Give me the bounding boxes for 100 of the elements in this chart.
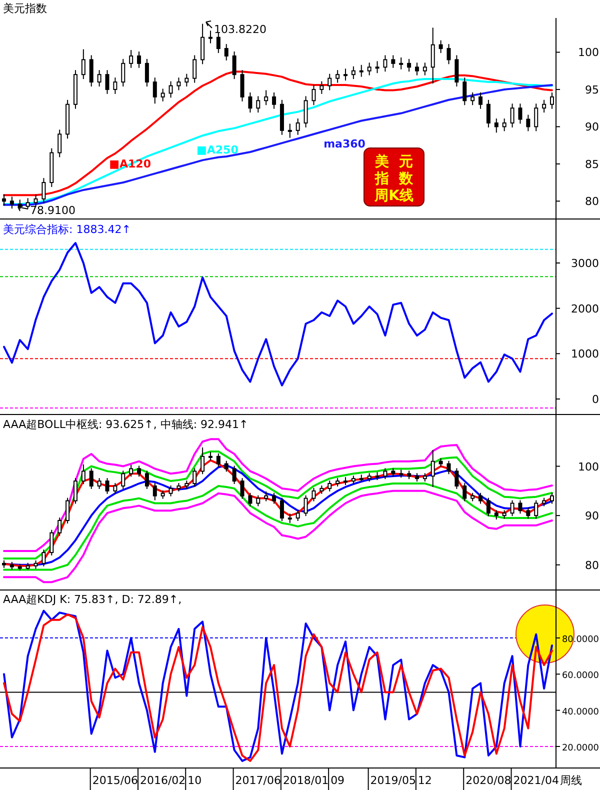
- candlestick: [312, 487, 316, 502]
- candlestick: [383, 468, 388, 480]
- candlestick: [256, 494, 260, 507]
- candlestick: [446, 44, 451, 65]
- candlestick: [438, 40, 443, 54]
- x-tick-label: 10: [188, 774, 202, 787]
- candlestick: [534, 500, 538, 520]
- series-label: ma360: [324, 137, 366, 150]
- candlestick: [113, 482, 118, 494]
- y-tick-label: 95: [585, 83, 599, 96]
- candlestick: [510, 500, 514, 517]
- candlestick: [296, 118, 300, 136]
- candlestick: [89, 54, 94, 87]
- candlestick: [304, 494, 308, 517]
- candlestick: [304, 96, 308, 128]
- line-series: [3, 490, 553, 584]
- line-series: [3, 242, 553, 386]
- candlestick: [176, 77, 181, 91]
- candlestick: [58, 517, 62, 536]
- x-tick-label: 12: [418, 774, 432, 787]
- y-tick-label: 90: [585, 120, 599, 134]
- candlestick: [192, 54, 197, 84]
- x-tick-label: 2015/06: [92, 774, 138, 787]
- candlestick: [526, 114, 530, 132]
- y-tick-label: 20.0000: [562, 743, 600, 754]
- y-tick-label: 90: [585, 510, 599, 523]
- x-tick-label: 2016/02: [140, 774, 186, 787]
- candlestick: [42, 178, 46, 204]
- candlestick: [224, 460, 228, 472]
- candlestick: [399, 56, 404, 70]
- candlestick: [336, 70, 340, 84]
- candlestick: [407, 58, 412, 72]
- candlestick: [414, 62, 419, 76]
- candlestick: [518, 500, 522, 514]
- candlestick: [264, 90, 268, 106]
- candlestick: [526, 507, 530, 520]
- candlestick: [534, 103, 538, 132]
- candlestick: [486, 99, 490, 128]
- candlestick: [121, 470, 126, 490]
- candlestick: [10, 196, 14, 210]
- candlestick: [430, 449, 435, 488]
- x-tick-label: 2019/05: [370, 774, 416, 787]
- candlestick: [168, 484, 173, 497]
- candlestick: [113, 77, 118, 94]
- candlestick: [81, 464, 86, 485]
- x-tick-label: 2020/08: [466, 774, 512, 787]
- candlestick: [97, 70, 102, 87]
- candlestick: [168, 80, 173, 98]
- candlestick: [391, 54, 396, 68]
- chart-title: 美元综合指标: 1883.42↑: [3, 223, 131, 236]
- line-series: [3, 438, 553, 552]
- candlestick: [144, 58, 149, 87]
- candlestick: [240, 70, 244, 102]
- candlestick: [26, 198, 30, 210]
- candlestick: [184, 73, 189, 87]
- candlestick: [81, 48, 86, 80]
- candlestick: [58, 129, 62, 158]
- candlestick: [200, 446, 205, 475]
- candlestick: [344, 68, 348, 82]
- candlestick: [375, 60, 380, 74]
- annotation: 美元指数周K线: [374, 153, 423, 204]
- y-tick-label: 80: [585, 195, 599, 208]
- candlestick: [478, 492, 483, 504]
- candlestick: [232, 51, 236, 80]
- candlestick: [518, 103, 522, 124]
- candlestick: [510, 103, 514, 128]
- y-tick-label: 85: [585, 158, 599, 171]
- y-tick-label: 100: [578, 46, 599, 60]
- chart-title: AAA超KDJ K: 75.83↑, D: 72.89↑,: [3, 593, 182, 606]
- candlestick: [129, 464, 134, 478]
- candlestick: [66, 497, 70, 524]
- candlestick: [2, 194, 6, 206]
- candlestick: [264, 490, 268, 502]
- candlestick: [288, 123, 292, 138]
- candlestick: [137, 465, 142, 478]
- y-tick-label: 60.0000: [562, 671, 600, 682]
- candlestick: [478, 92, 483, 110]
- candlestick: [446, 460, 451, 475]
- series-label: ■A250: [196, 143, 239, 156]
- candlestick: [280, 497, 284, 522]
- candlestick: [494, 118, 498, 134]
- candlestick: [272, 492, 276, 504]
- candlestick: [502, 118, 506, 132]
- candlestick: [470, 92, 475, 106]
- candlestick: [296, 510, 300, 522]
- candlestick: [97, 478, 102, 490]
- x-tick-label: 2017/06: [235, 774, 281, 787]
- candlestick: [121, 58, 126, 87]
- candlestick: [137, 51, 142, 68]
- x-tick-label: 09: [330, 774, 345, 787]
- candlestick: [454, 468, 459, 490]
- annotation: 78.9100: [30, 204, 76, 217]
- candlestick: [272, 92, 276, 110]
- candlestick: [192, 468, 197, 487]
- candlestick: [152, 77, 157, 104]
- candlestick: [216, 452, 220, 468]
- y-tick-label: 80: [585, 558, 599, 572]
- y-tick-label: 1000: [571, 348, 599, 361]
- y-tick-label: 2000: [571, 302, 599, 316]
- chart-title: 美元指数: [3, 2, 47, 15]
